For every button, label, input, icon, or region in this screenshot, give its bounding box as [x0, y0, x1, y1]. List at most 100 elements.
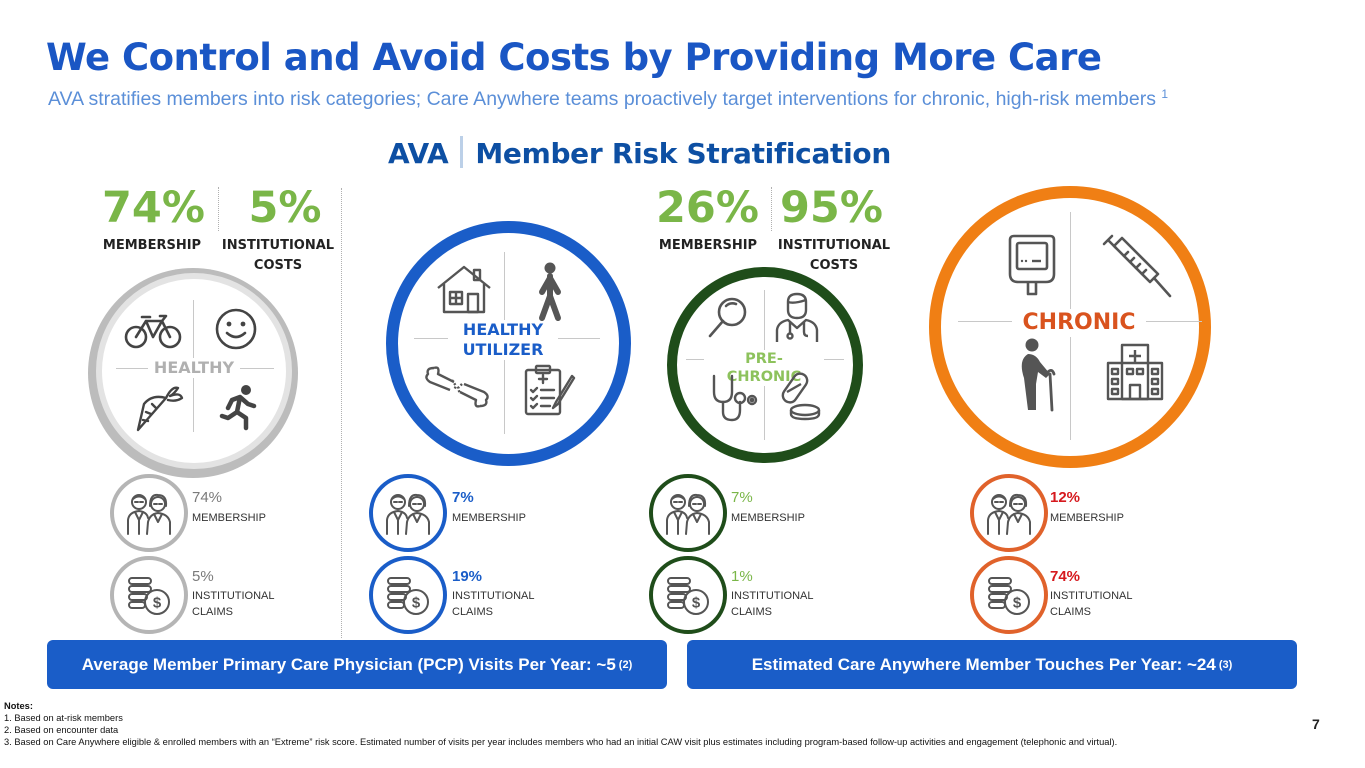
care-touches-footnote: (3): [1218, 658, 1233, 671]
pill-icon: [781, 372, 821, 421]
note-item: 3. Based on Care Anywhere eligible & enr…: [4, 736, 1118, 747]
note-item: 1. Based on at-risk members: [4, 712, 123, 723]
pcp-visits-footnote: (2): [618, 658, 633, 671]
prechronic-claims-label-line1: INSTITUTIONAL: [731, 590, 814, 602]
chronic-membership-value: 12%: [1050, 489, 1081, 506]
prechronic-membership-value: 7%: [731, 489, 753, 506]
high-risk-cost-value: 95%: [780, 183, 883, 233]
chronic-claims-label-line2: CLAIMS: [1050, 605, 1091, 618]
footnotes: Notes: 1. Based on at-risk members 2. Ba…: [4, 701, 1117, 749]
seniors-icon: [386, 493, 430, 535]
page-subtitle: AVA stratifies members into risk categor…: [48, 87, 1168, 111]
section-heading-right: Member Risk Stratification: [475, 137, 891, 170]
prechronic-membership-label: MEMBERSHIP: [731, 512, 805, 524]
pcp-visits-text: Average Member Primary Care Physician (P…: [81, 654, 616, 674]
claims-ring: [649, 556, 727, 634]
membership-ring: [369, 474, 447, 552]
healthy-utilizer-label-line1: HEALTHY: [462, 320, 544, 339]
healthy-claims-label: INSTITUTIONAL CLAIMS: [192, 589, 275, 621]
svg-text:$: $: [412, 595, 421, 612]
utilizer-claims-label-line2: CLAIMS: [452, 605, 493, 618]
seniors-icon: [666, 493, 710, 535]
section-heading-left: AVA: [388, 137, 449, 170]
pre-chronic-label: PRE-CHRONIC: [704, 350, 824, 387]
utilizer-membership-label: MEMBERSHIP: [452, 512, 526, 524]
prechronic-claims-value: 1%: [731, 568, 753, 585]
healthy-claims-label-line2: CLAIMS: [192, 605, 233, 618]
low-risk-cost-label: INSTITUTIONAL COSTS: [216, 236, 340, 275]
high-risk-cost-label-line2: COSTS: [809, 257, 859, 273]
healthy-claims-value: 5%: [192, 568, 214, 585]
healthy-utilizer-label-line2: UTILIZER: [462, 340, 544, 359]
doctor-icon: [775, 292, 819, 342]
chronic-claims-label: INSTITUTIONAL CLAIMS: [1050, 589, 1133, 621]
stat-divider: [218, 187, 219, 231]
page-number: 7: [1312, 716, 1320, 732]
chronic-membership-label: MEMBERSHIP: [1050, 512, 1124, 524]
glucometer-icon: [1008, 234, 1056, 296]
utilizer-claims-label: INSTITUTIONAL CLAIMS: [452, 589, 535, 621]
prechronic-claims-label-line2: CLAIMS: [731, 605, 772, 618]
chronic-claims-value: 74%: [1050, 568, 1081, 585]
healthy-membership-value: 74%: [192, 489, 223, 506]
notes-heading: Notes:: [4, 701, 33, 711]
healthy-membership-label: MEMBERSHIP: [192, 512, 266, 524]
subtitle-footnote: 1: [1161, 87, 1169, 101]
low-risk-membership-label: MEMBERSHIP: [102, 238, 202, 253]
section-heading: AVA Member Risk Stratification: [388, 136, 891, 170]
high-risk-cost-label: INSTITUTIONAL COSTS: [772, 236, 896, 275]
chronic-claims-label-line1: INSTITUTIONAL: [1050, 590, 1133, 602]
section-heading-separator: [460, 136, 464, 168]
walker-icon: [539, 262, 561, 321]
coins-dollar-icon: $: [988, 577, 1030, 615]
bicycle-icon: [124, 314, 182, 349]
elderly-cane-icon: [1021, 338, 1056, 412]
hospital-icon: [1106, 343, 1164, 401]
high-risk-membership-value: 26%: [656, 183, 759, 233]
low-risk-membership-value: 74%: [102, 183, 205, 233]
chronic-label: CHRONIC: [1012, 309, 1146, 337]
clipboard-icon: [524, 364, 576, 416]
group-divider: [341, 188, 342, 638]
svg-text:$: $: [153, 595, 162, 612]
claims-ring: [970, 556, 1048, 634]
membership-ring: [970, 474, 1048, 552]
membership-ring: [110, 474, 188, 552]
svg-text:$: $: [1013, 595, 1022, 612]
healthy-utilizer-label: HEALTHY UTILIZER: [448, 320, 558, 360]
utilizer-membership-value: 7%: [452, 489, 474, 506]
claims-ring: [369, 556, 447, 634]
prechronic-claims-label: INSTITUTIONAL CLAIMS: [731, 589, 814, 621]
care-touches-banner: Estimated Care Anywhere Member Touches P…: [687, 640, 1297, 689]
care-touches-text: Estimated Care Anywhere Member Touches P…: [751, 654, 1216, 674]
magnifier-icon: [708, 297, 747, 338]
stat-divider: [771, 187, 772, 231]
high-risk-cost-label-line1: INSTITUTIONAL: [777, 238, 891, 253]
low-risk-cost-label-line2: COSTS: [253, 257, 303, 273]
utilizer-claims-label-line1: INSTITUTIONAL: [452, 590, 535, 602]
note-item: 2. Based on encounter data: [4, 724, 119, 735]
runner-icon: [219, 385, 257, 431]
bone-icon: [425, 366, 489, 408]
healthy-label: HEALTHY: [148, 358, 240, 378]
healthy-claims-label-line1: INSTITUTIONAL: [192, 590, 275, 602]
low-risk-cost-label-line1: INSTITUTIONAL: [221, 238, 335, 253]
seniors-icon: [987, 493, 1031, 535]
seniors-icon: [127, 493, 171, 535]
smiley-icon: [215, 308, 257, 350]
page-title: We Control and Avoid Costs by Providing …: [46, 36, 1102, 79]
membership-ring: [649, 474, 727, 552]
high-risk-membership-label: MEMBERSHIP: [658, 238, 758, 253]
utilizer-claims-value: 19%: [452, 568, 483, 585]
subtitle-text: AVA stratifies members into risk categor…: [48, 88, 1156, 110]
house-icon: [437, 265, 491, 314]
syringe-icon: [1102, 234, 1172, 298]
low-risk-cost-value: 5%: [248, 183, 322, 233]
coins-dollar-icon: $: [128, 577, 170, 615]
pcp-visits-banner: Average Member Primary Care Physician (P…: [47, 640, 667, 689]
stethoscope-icon: [712, 374, 758, 422]
coins-dollar-icon: $: [387, 577, 429, 615]
carrot-icon: [136, 386, 184, 432]
svg-text:$: $: [692, 595, 701, 612]
coins-dollar-icon: $: [667, 577, 709, 615]
